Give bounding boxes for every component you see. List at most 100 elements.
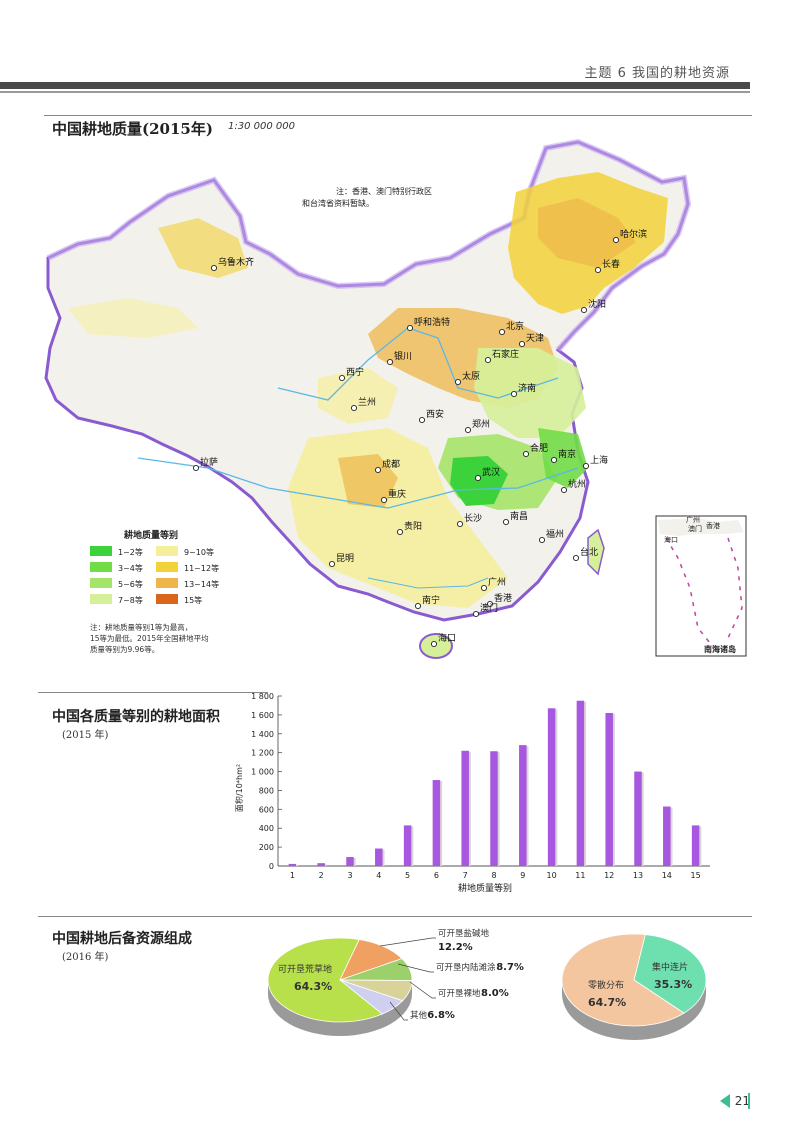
x-tick-label: 7 — [463, 871, 468, 880]
city-dot — [538, 536, 546, 544]
city-marker: 北京 — [498, 320, 524, 336]
city-marker: 澳门 — [472, 602, 498, 618]
x-tick-label: 5 — [405, 871, 410, 880]
chart-bars — [288, 700, 702, 866]
pie1-callout-label: 可开垦内陆滩涂 — [436, 962, 496, 973]
legend-label-3: 11~12等 — [184, 563, 219, 573]
y-tick-label: 1 200 — [251, 749, 274, 758]
chart-ylabel: 面积/10⁴hm² — [234, 764, 244, 812]
pie2-label-concentrated: 集中连片 — [652, 961, 688, 973]
border-glow — [46, 138, 692, 352]
y-tick-label: 1 400 — [251, 730, 274, 739]
pie1-leader-line — [397, 963, 434, 973]
x-tick-label: 1 — [290, 871, 295, 880]
bar — [346, 857, 354, 866]
city-dot — [550, 456, 558, 464]
pie1-leader-line — [409, 981, 436, 999]
city-marker: 呼和浩特 — [406, 316, 450, 332]
city-label: 南昌 — [510, 510, 528, 522]
city-marker: 济南 — [510, 382, 536, 398]
section-divider — [44, 115, 752, 116]
city-marker: 乌鲁木齐 — [210, 256, 254, 272]
zone-jiangsu — [538, 428, 588, 488]
pie1-callout-label: 可开垦盐碱地 — [438, 928, 490, 939]
city-marker: 武汉 — [474, 466, 500, 482]
taiwan-island — [587, 528, 605, 576]
bar — [663, 806, 671, 866]
city-label: 台北 — [580, 546, 598, 558]
inset-dashline — [665, 537, 743, 649]
legend-swatch-1 — [156, 546, 178, 556]
inset-coast — [658, 518, 744, 536]
y-tick-label: 0 — [269, 862, 274, 871]
bar — [317, 863, 325, 866]
city-label: 天津 — [526, 333, 544, 344]
city-label: 银川 — [394, 350, 412, 362]
legend-swatch-7 — [156, 594, 178, 604]
map-scale: 1:30 000 000 — [228, 121, 295, 132]
x-tick-label: 15 — [691, 871, 701, 880]
y-tick-label: 400 — [259, 824, 274, 833]
legend-title: 耕地质量等别 — [124, 529, 178, 541]
city-label: 呼和浩特 — [414, 316, 450, 328]
city-label: 石家庄 — [492, 348, 519, 360]
pie-slice — [339, 979, 404, 1015]
legend-note-1: 注：耕地质量等别1等为最高， — [90, 622, 192, 632]
reserve-subtitle: (2016 年) — [62, 952, 109, 963]
y-tick-label: 1 600 — [251, 711, 274, 720]
city-marker: 兰州 — [350, 396, 376, 412]
y-tick-label: 600 — [259, 805, 274, 814]
legend-label-7: 15等 — [184, 595, 202, 605]
bar — [519, 745, 527, 866]
legend-swatch-5 — [156, 578, 178, 588]
city-marker: 杭州 — [560, 478, 586, 494]
legend-note-2: 15等为最低。2015年全国耕地平均 — [90, 633, 209, 643]
map-title: 中国耕地质量(2015年) — [52, 120, 213, 138]
city-label: 澳门 — [480, 602, 498, 614]
pie1-callout-value: 12.2% — [438, 942, 473, 953]
zone-sichuan — [338, 454, 398, 508]
pie1-leader-line — [389, 1001, 408, 1021]
city-marker: 哈尔滨 — [612, 228, 647, 244]
chart-xticks: 1 2 3 4 5 6 7 8 9 10 11 12 13 14 15 — [290, 871, 701, 880]
reserve-pies: 可开垦荒草地 64.3% 可开垦盐碱地 12.2% 可开垦内陆滩涂 8.7% 可开垦裸地 8.… — [267, 928, 707, 1040]
bar — [432, 780, 441, 866]
pie2-value-scattered: 64.7% — [588, 996, 626, 1009]
river-yellow — [277, 327, 559, 401]
city-dot — [328, 560, 336, 568]
bar — [547, 708, 556, 866]
city-dot — [192, 464, 200, 472]
section-divider-reserve — [38, 916, 752, 917]
y-tick-label: 1 000 — [251, 768, 274, 777]
zone-loess — [318, 368, 398, 424]
pie1-callout-label: 其他 — [410, 1010, 428, 1021]
city-dot — [510, 390, 518, 398]
section-divider-chart — [38, 692, 268, 693]
x-tick-label: 2 — [319, 871, 324, 880]
map-legend: 耕地质量等别 1~2等 9~10等 3~4等 11~12等 5~6等 13~14… — [90, 529, 219, 654]
city-dot — [210, 264, 218, 272]
bar — [605, 713, 613, 866]
x-tick-label: 9 — [520, 871, 525, 880]
zone-xinjiang-south — [68, 298, 198, 338]
x-tick-label: 10 — [547, 871, 557, 880]
x-tick-label: 14 — [662, 871, 672, 880]
city-dot — [456, 520, 464, 528]
city-marker: 成都 — [374, 458, 400, 474]
pie1-leader-line — [379, 937, 436, 947]
city-dot — [560, 486, 568, 494]
zone-northeast-inner — [538, 198, 636, 268]
header-title: 主题 6 我国的耕地资源 — [584, 66, 730, 81]
legend-swatch-2 — [90, 562, 112, 572]
city-dot — [350, 404, 358, 412]
pie1-value-main: 64.3% — [294, 980, 332, 993]
inset-label-macau: 澳门 — [688, 524, 702, 533]
city-label: 上海 — [590, 454, 608, 466]
city-label: 贵阳 — [404, 520, 422, 532]
city-marker: 西宁 — [338, 366, 364, 382]
city-label: 合肥 — [530, 442, 548, 454]
chart-subtitle: (2015 年) — [62, 730, 109, 741]
city-label: 武汉 — [482, 466, 500, 478]
